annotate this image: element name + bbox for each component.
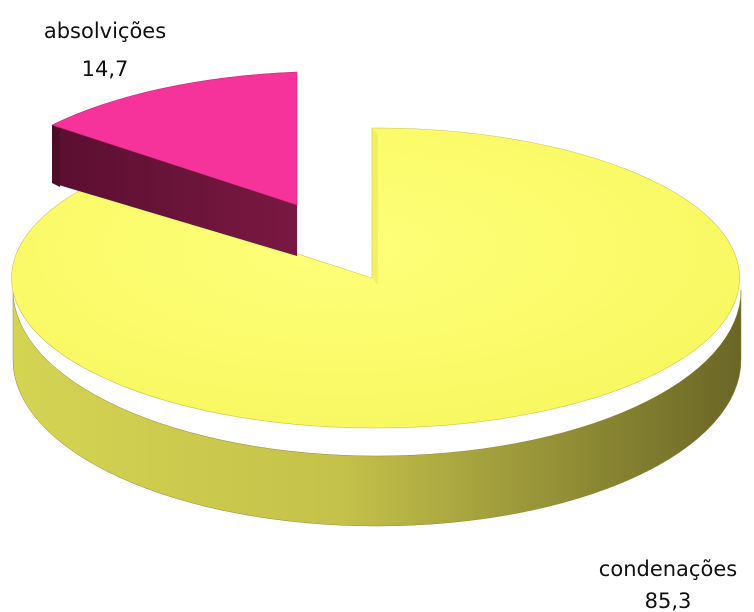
slice-condenacoes <box>11 127 742 527</box>
slice-absolvicoes-side-arc <box>52 125 60 187</box>
label-absolvicoes-name: absolvições <box>44 19 166 43</box>
slice-absolvicoes-top <box>51 71 298 206</box>
label-condenacoes-value: 85,3 <box>645 589 692 612</box>
slice-absolvicoes-side <box>52 125 297 256</box>
slice-condenacoes-side <box>12 289 742 527</box>
slice-absolvicoes <box>51 71 298 256</box>
label-condenacoes-name: condenações <box>599 557 737 581</box>
label-absolvicoes-value: 14,7 <box>82 57 129 81</box>
slice-condenacoes-cut <box>372 128 378 285</box>
